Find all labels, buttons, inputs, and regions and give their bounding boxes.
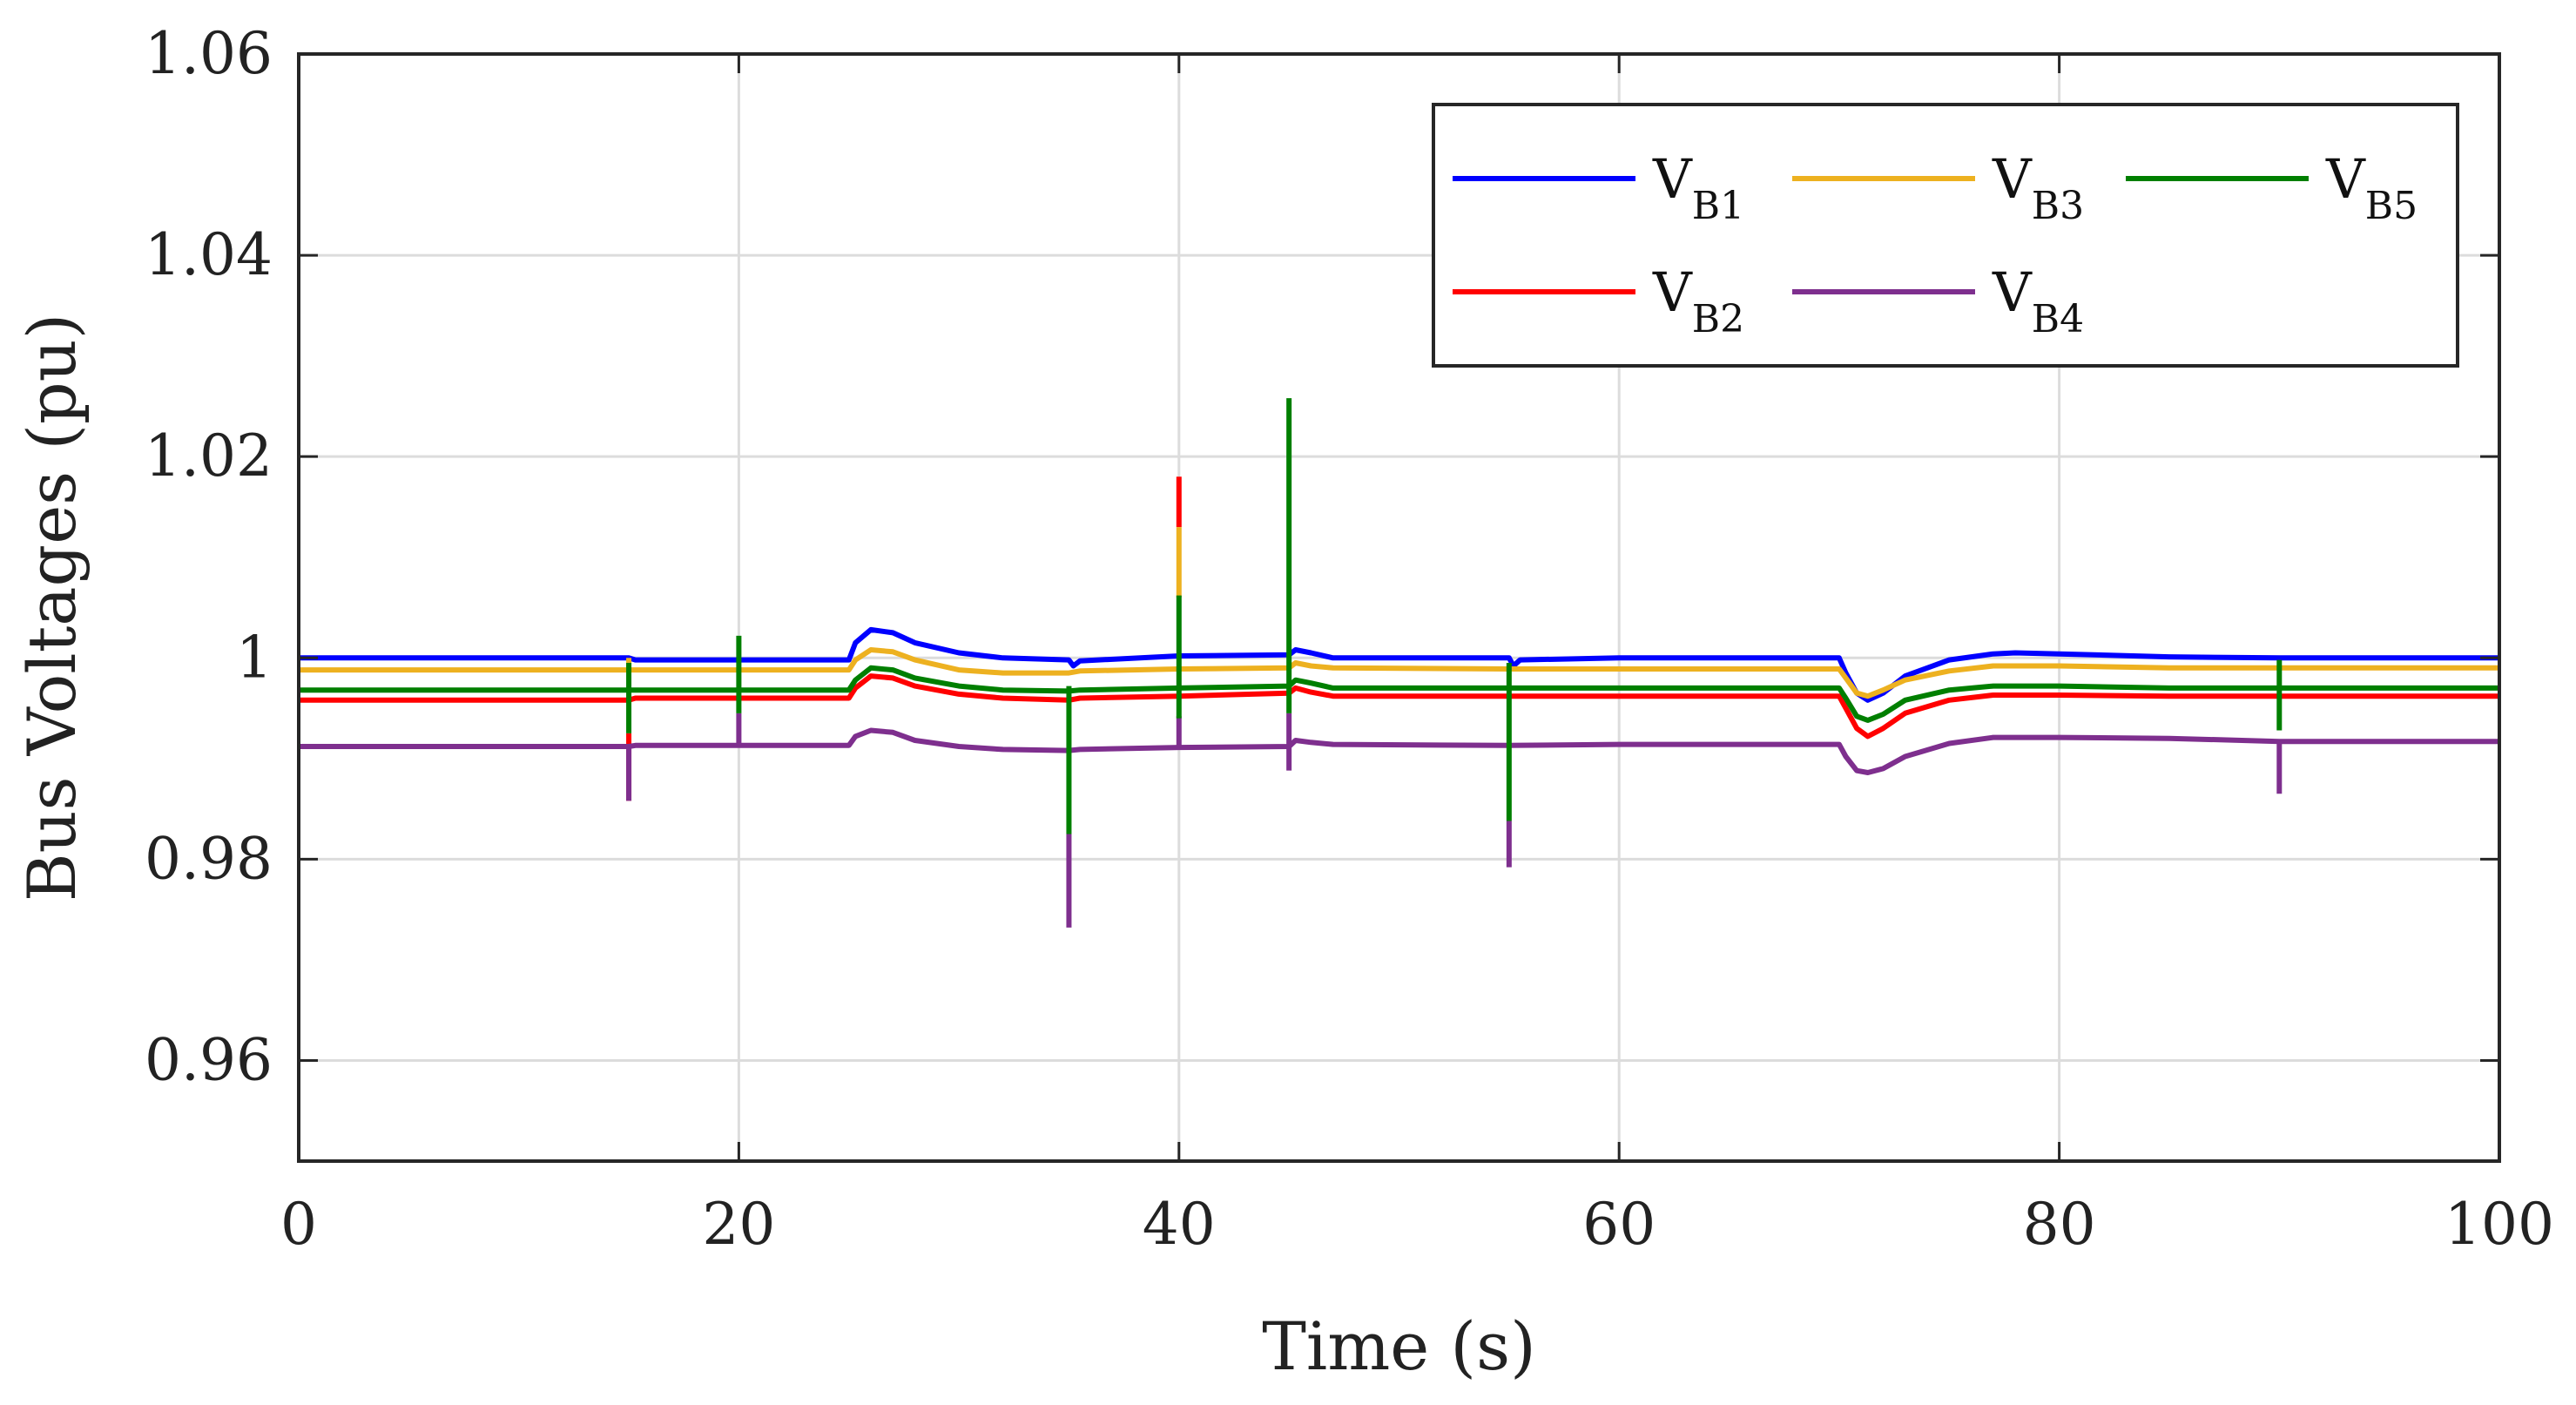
legend-item-vb3: VB3: [1792, 147, 2084, 228]
series-line-vb1: [299, 626, 2499, 703]
y-tick-label: 1.06: [145, 20, 273, 87]
series-vb5: [299, 398, 2499, 834]
x-tick-label: 60: [1582, 1191, 1656, 1258]
legend-label: VB5: [2325, 147, 2418, 228]
x-tick-label: 20: [702, 1191, 775, 1258]
ticks: 0 20 40 60 80 100 0.96 0.98 1 1.02 1.04 1.06: [145, 20, 2554, 1258]
x-axis-title: Time (s): [1262, 1307, 1536, 1385]
legend-item-vb4: VB4: [1792, 260, 2084, 341]
legend-box: [1432, 103, 2459, 368]
series-layer: [299, 398, 2499, 928]
x-tick-label: 100: [2445, 1191, 2554, 1258]
y-tick-label: 1.02: [145, 422, 273, 490]
x-tick-label: 40: [1143, 1191, 1216, 1258]
series-line-vb4: [299, 727, 2499, 775]
legend-item-vb1: VB1: [1453, 147, 1744, 228]
legend-label: VB2: [1652, 260, 1744, 341]
x-tick-label: 80: [2023, 1191, 2096, 1258]
y-tick-label: 1: [236, 624, 273, 691]
legend-item-vb5: VB5: [2126, 147, 2418, 228]
y-tick-label: 1.04: [145, 221, 273, 288]
legend-label: VB4: [1992, 260, 2084, 341]
series-line-vb2: [299, 673, 2499, 740]
series-line-vb3: [299, 647, 2499, 699]
legend: VB1 VB2 VB3 VB4 VB5: [1432, 103, 2459, 368]
y-tick-label: 0.98: [145, 825, 273, 892]
legend-label: VB1: [1652, 147, 1744, 228]
series-vb1: [299, 626, 2499, 703]
plot-frame: [297, 52, 2501, 1163]
legend-item-vb2: VB2: [1453, 260, 1744, 341]
series-vb4: [299, 713, 2499, 928]
x-tick-label: 0: [280, 1191, 317, 1258]
legend-label: VB3: [1992, 147, 2084, 228]
y-axis-title: Bus Voltages (pu): [13, 314, 91, 902]
series-line-vb5: [299, 665, 2499, 723]
y-tick-label: 0.96: [145, 1026, 273, 1093]
